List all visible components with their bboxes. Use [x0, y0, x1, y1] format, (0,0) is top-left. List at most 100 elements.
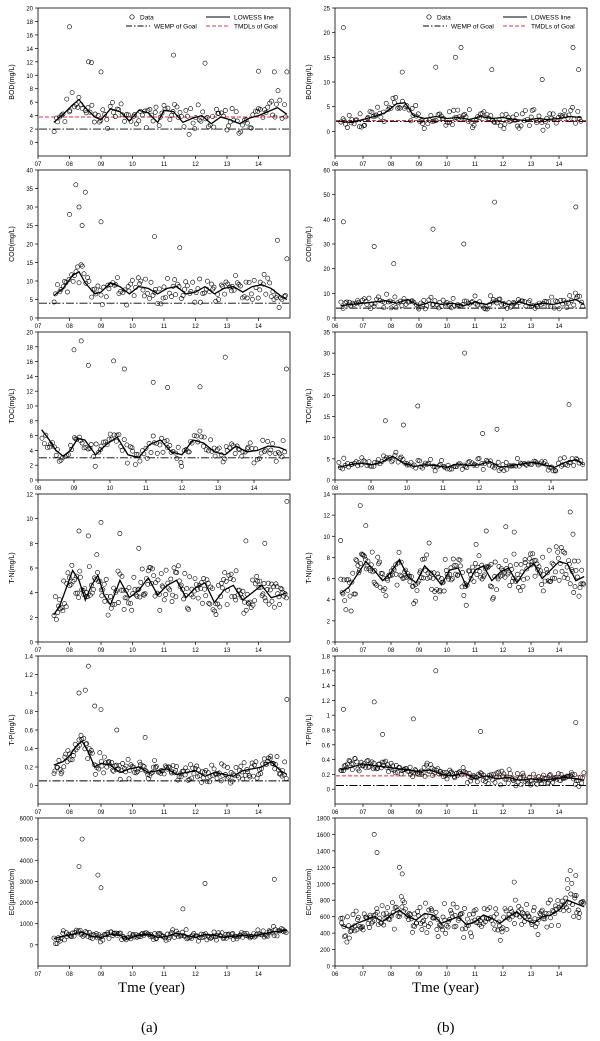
data-point: [504, 305, 510, 311]
data-point: [195, 595, 201, 601]
data-point: [447, 119, 453, 125]
data-point: [381, 760, 387, 765]
data-point: [353, 557, 359, 562]
data-point: [89, 102, 95, 108]
data-point: [112, 114, 118, 119]
data-point: [260, 591, 266, 597]
data-point: [134, 769, 140, 774]
y-axis-label: EC(µmhos/cm): [9, 869, 16, 916]
data-point: [525, 575, 530, 581]
data-point: [59, 112, 64, 118]
x-tick-label: 06: [332, 324, 339, 330]
data-point: [75, 264, 80, 270]
data-point: [422, 922, 428, 927]
data-point: [263, 110, 269, 115]
data-point: [368, 306, 373, 311]
data-point: [462, 463, 468, 469]
data-point: [65, 570, 71, 576]
data-point: [392, 770, 398, 776]
data-point-outlier: [86, 533, 91, 539]
data-point: [180, 293, 186, 298]
data-point: [366, 459, 372, 464]
data-point: [275, 449, 281, 455]
data-point: [539, 582, 544, 587]
data-point: [224, 776, 230, 782]
data-point: [415, 111, 421, 117]
data-point: [521, 911, 527, 917]
data-point: [219, 585, 225, 591]
y-tick-label: 40: [26, 169, 33, 175]
y-tick-label: 0: [30, 641, 34, 647]
y-tick-label: 10: [26, 517, 33, 523]
data-point: [76, 737, 82, 743]
x-tick-label: 10: [444, 324, 451, 330]
y-tick-label: 1.8: [322, 655, 331, 661]
lowess-line: [340, 298, 585, 307]
data-point-outlier: [573, 204, 579, 210]
data-point: [454, 905, 460, 910]
data-point: [508, 906, 513, 911]
y-tick-label: 12: [323, 514, 330, 520]
data-point: [211, 766, 217, 772]
data-point: [581, 770, 587, 776]
x-tick-label: 11: [161, 972, 168, 978]
data-point: [209, 281, 214, 287]
data-point: [262, 449, 267, 454]
data-point: [255, 295, 261, 301]
data-point: [265, 275, 271, 281]
data-point: [445, 924, 451, 930]
data-point: [228, 571, 234, 577]
x-tick-label: 12: [192, 972, 199, 978]
x-tick-label: 14: [255, 324, 262, 330]
data-point: [147, 295, 152, 301]
data-point: [192, 126, 198, 132]
data-point: [465, 923, 471, 928]
data-point: [163, 295, 168, 300]
data-point: [223, 578, 229, 584]
data-point: [430, 576, 436, 581]
data-point: [57, 289, 63, 295]
data-point: [482, 306, 488, 312]
x-tick-label: 13: [215, 486, 222, 492]
data-point: [439, 116, 445, 122]
data-point: [105, 282, 111, 288]
data-point: [163, 938, 169, 943]
data-point: [188, 106, 193, 112]
data-point: [396, 914, 402, 920]
data-point: [462, 906, 467, 911]
y-tick-label: 18: [26, 345, 33, 351]
y-tick-label: 1800: [317, 817, 331, 823]
data-point-outlier: [284, 69, 290, 75]
data-point: [248, 125, 254, 131]
data-point: [240, 776, 246, 782]
x-tick-label: 13: [528, 810, 535, 816]
data-point: [513, 783, 519, 789]
data-point: [396, 104, 402, 110]
data-point: [136, 586, 142, 592]
data-point: [185, 777, 191, 783]
data-point: [553, 544, 559, 550]
data-point: [157, 114, 163, 120]
data-point: [412, 767, 418, 773]
data-point: [251, 762, 257, 768]
data-point: [414, 588, 420, 593]
data-point: [566, 558, 571, 563]
data-point: [507, 119, 513, 124]
data-point: [553, 120, 559, 126]
data-point: [344, 914, 350, 920]
data-point: [571, 914, 577, 919]
data-point: [215, 930, 221, 936]
y-tick-label: 4: [327, 598, 331, 604]
data-point: [106, 936, 112, 941]
data-point: [529, 919, 534, 925]
data-point: [369, 109, 375, 115]
data-point-outlier: [67, 211, 72, 217]
data-point-outlier: [565, 877, 570, 883]
data-point: [265, 104, 271, 110]
x-tick-label: 14: [255, 972, 262, 978]
data-point: [379, 571, 385, 576]
panel-label-left: (a): [141, 1020, 158, 1036]
data-point: [361, 458, 367, 464]
data-point: [501, 771, 507, 777]
data-point: [573, 893, 579, 898]
